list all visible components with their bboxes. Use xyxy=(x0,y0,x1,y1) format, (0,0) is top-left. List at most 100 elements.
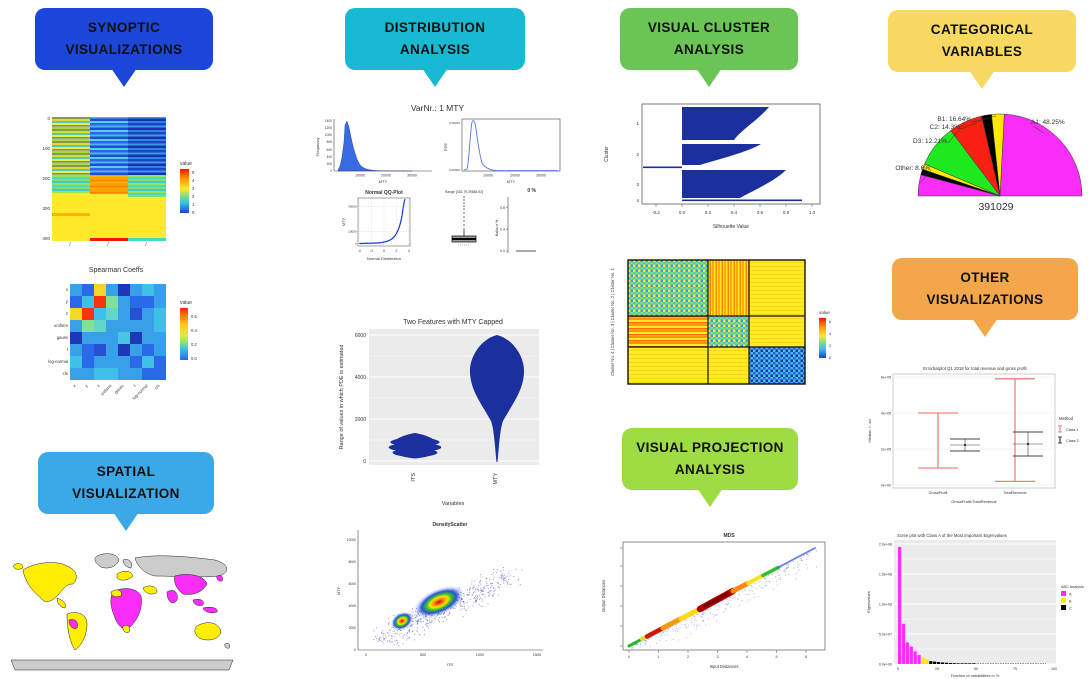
legend-swatch-a xyxy=(1061,591,1066,596)
tick-label: 200 xyxy=(327,162,333,166)
tick-label: 0.0 xyxy=(191,356,197,361)
tick-label: 5.0e+07 xyxy=(879,633,892,637)
x-axis-label: Variables xyxy=(442,501,465,507)
histogram-x-ticks: 10000 20000 30000 xyxy=(355,174,417,178)
tick-label: 0 xyxy=(192,210,195,215)
tick-label: 0.6 xyxy=(191,314,197,319)
y-axis-label: MTY xyxy=(341,217,346,226)
tick-label: 0.4 xyxy=(191,328,197,333)
axis-label: z xyxy=(96,383,101,388)
distribution-panel-title: VarNr.: 1 MTY xyxy=(410,103,465,113)
density-scatter-x-ticks: 0 500 1000 1500 xyxy=(365,653,541,657)
legend-colorbar xyxy=(819,318,826,358)
errorbar-class2-bars xyxy=(950,431,1043,457)
tick-label: 6000 xyxy=(349,582,357,586)
axis-label: chi xyxy=(153,383,160,390)
pde-y-ticks: 0.00015 0.00000 xyxy=(449,121,460,172)
y-axis-label: Eigenvalues xyxy=(866,591,871,613)
y-axis-label: Cluster No. 4 | Cluster No. 3 | Cluster … xyxy=(610,267,615,376)
axis-label: uniform xyxy=(54,323,68,328)
scree-legend: ABC Analysis A B C xyxy=(1061,585,1084,611)
tick-label: 0 xyxy=(628,655,630,659)
axis-label: chi xyxy=(63,371,68,376)
tick-label: 10000 xyxy=(483,174,493,178)
tick-label: 1000 xyxy=(325,133,332,137)
tick-label: 0 xyxy=(47,116,50,121)
tick-label: 1.0e+08 xyxy=(879,603,892,607)
tick-label: 4e+05 xyxy=(881,412,891,416)
pie-label-c2: C2: 14.3% xyxy=(930,124,961,131)
legend-title: value xyxy=(180,161,192,167)
tick-label: 1.0 xyxy=(809,210,816,215)
tick-label: 8000 xyxy=(349,560,357,564)
legend-title: value xyxy=(180,300,192,306)
silhouette-y-ticks: 1 2 3 4 xyxy=(636,121,639,203)
axis-label: y xyxy=(84,383,90,389)
x-axis-label: MTY xyxy=(507,179,516,184)
badge-spatial-label: SPATIAL VISUALIZATION xyxy=(72,463,180,501)
pie-label-other: Other: 8.6% xyxy=(895,165,930,172)
tick-label: 3 xyxy=(192,186,195,191)
legend-title: ABC Analysis xyxy=(1061,585,1084,589)
tick-label: 1000 xyxy=(476,653,484,657)
cluster-heatmap-chart: Cluster No. 4 | Cluster No. 3 | Cluster … xyxy=(610,259,832,385)
tick-label: 25 xyxy=(935,667,939,671)
chart-title: Two Features with MTY Capped xyxy=(403,319,503,326)
synoptic-heatmap-cells xyxy=(52,117,166,241)
histogram-chart: Frequency 1400 1200 1000 800 600 400 200… xyxy=(315,119,432,184)
tick-label: 4000 xyxy=(349,604,357,608)
histogram-bars xyxy=(337,120,413,172)
violin-y-ticks: 6000 4000 2000 0 xyxy=(355,333,366,465)
tick-label: 4 xyxy=(192,178,195,183)
tick-label: 30000 xyxy=(407,174,417,178)
tick-label: 1500 xyxy=(533,653,541,657)
world-map-landmasses xyxy=(10,553,234,671)
histogram-axes xyxy=(333,119,432,172)
pie-label-d3: D3: 12.21% xyxy=(913,138,947,145)
tick-label: 2 xyxy=(395,249,397,253)
axis-label: x xyxy=(72,383,78,389)
cluster-heatmap-blocks xyxy=(628,260,805,384)
pde-chart: PDE 0.00015 0.00000 10000 20000 30000 MT… xyxy=(443,118,561,184)
world-map-chart xyxy=(10,553,234,671)
pie-leader-lines xyxy=(919,115,1045,184)
tick-label: -4 xyxy=(358,249,361,253)
silhouette-x-tick-marks xyxy=(655,204,813,207)
badge-other: OTHER VISUALIZATIONS xyxy=(892,258,1078,320)
spearman-heatmap-chart: Spearman Coeffs x y z uniform gauss t lo… xyxy=(48,267,197,401)
chart-title: Errorbarplot Q1 2018 for total revenue a… xyxy=(923,366,1027,371)
tick-label: 1 xyxy=(657,655,659,659)
badge-projection: VISUAL PROJECTION ANALYSIS xyxy=(622,428,798,490)
scree-y-ticks: 2.0e+08 1.5e+08 1.0e+08 5.0e+07 0.0e+00 xyxy=(879,543,892,667)
tick-label: 0.0 xyxy=(679,210,686,215)
mds-chart: MDS 0 1 2 3 4 5 xyxy=(601,533,826,669)
tick-label: 0 xyxy=(363,459,366,465)
tick-label: 800 xyxy=(327,140,333,144)
scree-x-ticks: 0 25 50 75 100 xyxy=(897,667,1057,671)
badge-cluster-label: VISUAL CLUSTER ANALYSIS xyxy=(647,19,771,57)
badge-projection-label: VISUAL PROJECTION ANALYSIS xyxy=(636,439,784,477)
tick-label: 50 xyxy=(974,667,978,671)
pie-caption: 391029 xyxy=(978,201,1013,213)
violin-chart: Two Features with MTY Capped 6000 4000 2… xyxy=(339,319,539,507)
x-axis-label: Input Distances xyxy=(710,664,739,669)
scree-panel xyxy=(894,540,1056,664)
qq-y-ticks: 30000 10000 0 xyxy=(348,204,357,246)
tick-label: 0 xyxy=(383,249,385,253)
tick-label: 4 xyxy=(408,249,410,253)
tick-label: 400 xyxy=(42,236,50,241)
tick-label: 6 xyxy=(829,319,832,324)
density-scatter-axes xyxy=(357,530,543,651)
chart-title: Scree plot with Class A of the Most impo… xyxy=(897,533,1007,538)
chart-title: Range [315.79,39884.92] xyxy=(445,190,483,194)
tick-label: 0.4 xyxy=(731,210,738,215)
x-axis-label: MTY xyxy=(379,179,388,184)
legend-swatch-c xyxy=(1061,605,1066,610)
axis-label: uniform xyxy=(99,383,113,397)
tick-label: 1400 xyxy=(325,119,332,123)
tick-label: TotalRevenue xyxy=(1003,491,1026,495)
y-axis-label: Median +- sd xyxy=(867,419,872,442)
tick-label: 0.2 xyxy=(705,210,712,215)
tick-label: 0e+00 xyxy=(881,484,891,488)
silhouette-shapes xyxy=(643,107,802,202)
